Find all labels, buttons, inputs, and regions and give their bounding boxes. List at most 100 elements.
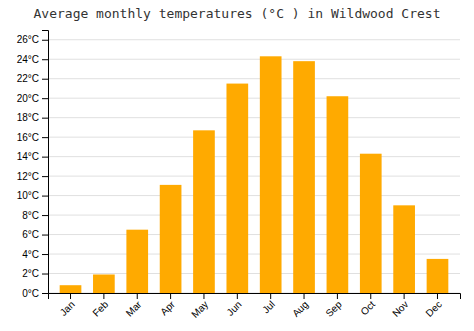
tick: Feb bbox=[90, 293, 110, 319]
tick: Mar bbox=[124, 293, 144, 319]
tick: May bbox=[189, 293, 210, 320]
tick: 8°C bbox=[22, 210, 48, 221]
bar bbox=[193, 130, 215, 293]
tick: Dec bbox=[423, 293, 443, 319]
axis-line bbox=[42, 31, 49, 294]
tick-mark bbox=[203, 293, 204, 299]
tick-label: Jan bbox=[58, 299, 77, 318]
tick-label: 18°C bbox=[17, 112, 39, 123]
tick-label: Dec bbox=[423, 299, 443, 319]
tick-label: 10°C bbox=[17, 190, 39, 201]
tick: 22°C bbox=[17, 73, 48, 84]
tick-mark bbox=[103, 293, 104, 299]
bar bbox=[126, 230, 148, 293]
grid-line bbox=[48, 176, 460, 177]
tick-mark bbox=[42, 157, 48, 158]
tick-mark bbox=[42, 293, 48, 294]
grid-line bbox=[48, 98, 460, 99]
tick-label: Aug bbox=[290, 299, 310, 319]
bar bbox=[427, 259, 449, 293]
y-axis: 0°C 2°C 4°C 6°C 8°C 10°C 12°C 14°C 16°C 18°C 20°C 2… bbox=[17, 31, 49, 299]
tick-label: 14°C bbox=[17, 151, 39, 162]
chart: Average monthly temperatures (°C ) in Wi… bbox=[0, 0, 474, 331]
tick: 16°C bbox=[17, 132, 48, 143]
tick-mark bbox=[42, 176, 48, 177]
tick: 12°C bbox=[17, 171, 48, 182]
tick: Jan bbox=[58, 293, 77, 318]
tick: 14°C bbox=[17, 151, 48, 162]
grid bbox=[48, 40, 460, 293]
tick-label: 0°C bbox=[22, 288, 39, 299]
grid-line bbox=[48, 78, 460, 79]
tick: Jun bbox=[225, 293, 244, 318]
tick-mark bbox=[42, 137, 48, 138]
title: Average monthly temperatures (°C ) in Wi… bbox=[34, 6, 441, 21]
tick: 2°C bbox=[22, 268, 48, 279]
tick-mark bbox=[42, 118, 48, 119]
tick-mark bbox=[42, 196, 48, 197]
bar bbox=[60, 285, 82, 293]
tick: Jul bbox=[260, 293, 277, 315]
tick-mark bbox=[42, 274, 48, 275]
tick-label: May bbox=[189, 299, 210, 320]
tick-label: Nov bbox=[390, 299, 410, 319]
bar bbox=[93, 274, 115, 293]
tick-label: 6°C bbox=[22, 229, 39, 240]
tick-label: Apr bbox=[158, 298, 177, 317]
tick: Apr bbox=[158, 293, 177, 317]
tick-mark bbox=[42, 40, 48, 41]
bar bbox=[393, 205, 415, 293]
tick-label: 16°C bbox=[17, 132, 39, 143]
tick-mark bbox=[404, 293, 405, 299]
tick: 0°C bbox=[22, 288, 48, 299]
plot: 0°C 2°C 4°C 6°C 8°C 10°C 12°C 14°C 16°C 18°C 20°C 2… bbox=[17, 31, 461, 320]
tick-mark bbox=[337, 293, 338, 299]
tick-label: Jun bbox=[225, 299, 244, 318]
tick-mark bbox=[42, 98, 48, 99]
tick-mark bbox=[42, 235, 48, 236]
tick-label: 4°C bbox=[22, 249, 39, 260]
tick-label: Feb bbox=[90, 298, 110, 318]
bar bbox=[260, 56, 282, 293]
tick-label: Sep bbox=[323, 298, 344, 319]
tick: 18°C bbox=[17, 112, 48, 123]
tick: 26°C bbox=[17, 34, 48, 45]
tick-mark bbox=[370, 293, 371, 299]
bar bbox=[360, 154, 382, 293]
tick: Aug bbox=[290, 293, 310, 319]
bars bbox=[60, 56, 449, 293]
grid-line bbox=[48, 156, 460, 157]
x-axis: Jan Feb Mar Apr May Jun Jul Aug Sep Oct Nov Dec bbox=[49, 293, 461, 320]
grid-line bbox=[48, 39, 460, 40]
tick-label: Jul bbox=[260, 299, 277, 316]
tick-mark bbox=[270, 293, 271, 299]
tick: 20°C bbox=[17, 93, 48, 104]
tick: Nov bbox=[390, 293, 410, 319]
tick-label: 8°C bbox=[22, 210, 39, 221]
tick: 6°C bbox=[22, 229, 48, 240]
tick-mark bbox=[42, 79, 48, 80]
grid-line bbox=[48, 59, 460, 60]
tick-label: 22°C bbox=[17, 73, 39, 84]
bar bbox=[293, 61, 315, 293]
tick-label: 24°C bbox=[17, 54, 39, 65]
tick-mark bbox=[42, 254, 48, 255]
grid-line bbox=[48, 195, 460, 196]
tick-label: 26°C bbox=[17, 34, 39, 45]
tick-mark bbox=[437, 293, 438, 299]
tick: 24°C bbox=[17, 54, 48, 65]
grid-line bbox=[48, 117, 460, 118]
tick-label: Mar bbox=[124, 298, 144, 318]
axis-line bbox=[49, 294, 461, 300]
grid-line bbox=[48, 137, 460, 138]
tick-mark bbox=[137, 293, 138, 299]
bar bbox=[160, 185, 182, 293]
tick-mark bbox=[42, 215, 48, 216]
tick-label: 2°C bbox=[22, 268, 39, 279]
tick-mark bbox=[304, 293, 305, 299]
tick-label: 20°C bbox=[17, 93, 39, 104]
bar bbox=[327, 96, 349, 293]
tick-mark bbox=[237, 293, 238, 299]
tick: Oct bbox=[358, 293, 377, 317]
tick-label: Oct bbox=[358, 299, 377, 318]
